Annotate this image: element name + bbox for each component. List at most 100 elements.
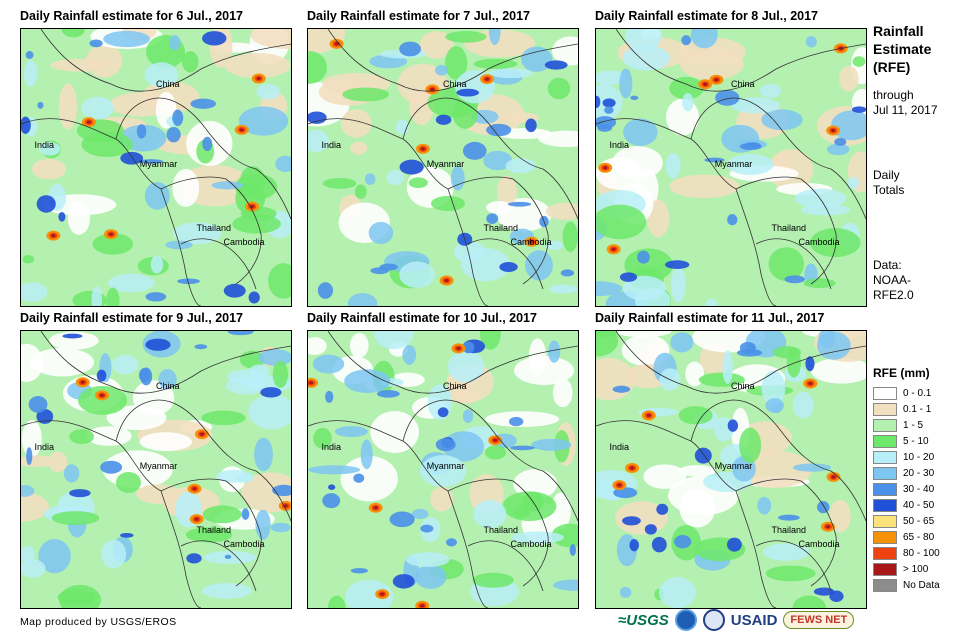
rfe-legend: RFE (mm) 0 - 0.1 0.1 - 1 1 - 5 5 - 10 10 - 2…: [873, 366, 940, 593]
legend-items: 0 - 0.1 0.1 - 1 1 - 5 5 - 10 10 - 20 20 - 30 3…: [873, 385, 940, 593]
legend-item: 40 - 50: [873, 497, 940, 513]
legend-item: 50 - 65: [873, 513, 940, 529]
map-label-china: China: [156, 78, 180, 89]
panel-title: Daily Rainfall estimate for 10 Jul., 201…: [307, 311, 537, 325]
legend-label: 50 - 65: [903, 515, 935, 527]
map-panel-1: Daily Rainfall estimate for 6 Jul., 2017…: [20, 6, 292, 307]
sidebar-title: Rainfall Estimate (RFE): [873, 22, 931, 76]
legend-item: 65 - 80: [873, 529, 940, 545]
noaa-logo: [674, 609, 697, 631]
map-label-cambodia: Cambodia: [798, 538, 840, 549]
legend-label: 30 - 40: [903, 483, 935, 495]
legend-item: 1 - 5: [873, 417, 940, 433]
rainfall-map: China India Myanmar Thailand Cambodia: [20, 330, 292, 609]
legend-item: 5 - 10: [873, 433, 940, 449]
rainfall-map: China India Myanmar Thailand Cambodia: [595, 28, 867, 307]
map-label-myanmar: Myanmar: [426, 159, 465, 170]
rainfall-field: [21, 331, 291, 608]
panel-title: Daily Rainfall estimate for 8 Jul., 2017: [595, 9, 819, 23]
rainfall-field: [308, 29, 578, 306]
map-label-india: India: [34, 139, 55, 150]
legend-swatch: [873, 530, 897, 544]
sidebar-title-line: Estimate: [873, 41, 932, 57]
rainfall-map: China India Myanmar Thailand Cambodia: [307, 330, 579, 609]
map-label-thailand: Thailand: [771, 222, 807, 233]
map-label-india: India: [609, 441, 630, 452]
map-panel-2: Daily Rainfall estimate for 7 Jul., 2017…: [307, 6, 579, 307]
map-label-china: China: [156, 380, 180, 391]
map-label-thailand: Thailand: [196, 524, 232, 535]
legend-item: 20 - 30: [873, 465, 940, 481]
legend-swatch: [873, 402, 897, 416]
map-label-india: India: [321, 441, 342, 452]
legend-swatch: [873, 578, 897, 592]
map-label-india: India: [34, 441, 55, 452]
usaid-logo: USAID: [730, 611, 778, 629]
map-panel-5: Daily Rainfall estimate for 10 Jul., 201…: [307, 308, 579, 609]
legend-label: 65 - 80: [903, 531, 935, 543]
panel-title: Daily Rainfall estimate for 9 Jul., 2017: [20, 311, 244, 325]
map-label-thailand: Thailand: [196, 222, 232, 233]
map-label-myanmar: Myanmar: [714, 461, 753, 472]
legend-item: 80 - 100: [873, 545, 940, 561]
legend-label: 20 - 30: [903, 467, 935, 479]
map-label-thailand: Thailand: [771, 524, 807, 535]
legend-item: No Data: [873, 577, 940, 593]
data-label: Data:: [873, 258, 902, 272]
legend-swatch: [873, 450, 897, 464]
map-label-cambodia: Cambodia: [223, 538, 265, 549]
rainfall-field: [21, 29, 291, 306]
date-label: Jul 11, 2017: [873, 103, 938, 117]
map-label-china: China: [443, 380, 467, 391]
data-source: Data: NOAA- RFE2.0: [873, 258, 914, 303]
map-panel-6: Daily Rainfall estimate for 11 Jul., 201…: [595, 308, 867, 609]
legend-swatch: [873, 482, 897, 496]
rainfall-map: China India Myanmar Thailand Cambodia: [20, 28, 292, 307]
legend-label: 0 - 0.1: [903, 387, 932, 399]
panel-title: Daily Rainfall estimate for 7 Jul., 2017: [307, 9, 531, 23]
legend-item: 0 - 0.1: [873, 385, 940, 401]
daily-label: Daily: [873, 168, 900, 182]
rainfall-field: [596, 331, 866, 608]
map-label-china: China: [731, 78, 755, 89]
legend-swatch: [873, 386, 897, 400]
legend-label: 1 - 5: [903, 419, 924, 431]
legend-swatch: [873, 562, 897, 576]
map-label-cambodia: Cambodia: [510, 538, 552, 549]
daily-totals: Daily Totals: [873, 168, 904, 198]
map-credit: Map produced by USGS/EROS: [20, 616, 177, 628]
map-label-thailand: Thailand: [483, 222, 519, 233]
legend-item: 0.1 - 1: [873, 401, 940, 417]
map-label-myanmar: Myanmar: [426, 461, 465, 472]
fews-net-logo: FEWS NET: [783, 611, 855, 629]
legend-swatch: [873, 434, 897, 448]
rainfall-field: [596, 29, 866, 306]
logos: ≈USGS USAID FEWS NET: [618, 606, 855, 634]
map-label-thailand: Thailand: [483, 524, 519, 535]
rainfall-map: China India Myanmar Thailand Cambodia: [595, 330, 867, 609]
legend-label: 40 - 50: [903, 499, 935, 511]
legend-label: 80 - 100: [903, 547, 940, 559]
legend-swatch: [873, 546, 897, 560]
usgs-logo: ≈USGS: [618, 611, 669, 629]
map-label-myanmar: Myanmar: [714, 159, 753, 170]
map-label-myanmar: Myanmar: [139, 461, 178, 472]
panel-title: Daily Rainfall estimate for 11 Jul., 201…: [595, 311, 825, 325]
legend-label: 5 - 10: [903, 435, 929, 447]
map-label-china: China: [443, 78, 467, 89]
legend-swatch: [873, 466, 897, 480]
map-panel-3: Daily Rainfall estimate for 8 Jul., 2017…: [595, 6, 867, 307]
map-label-china: China: [731, 380, 755, 391]
map-label-myanmar: Myanmar: [139, 159, 178, 170]
sidebar-title-line: Rainfall: [873, 23, 924, 39]
legend-swatch: [873, 514, 897, 528]
map-label-cambodia: Cambodia: [510, 236, 552, 247]
through-label: through: [873, 88, 914, 102]
rainfall-map: China India Myanmar Thailand Cambodia: [307, 28, 579, 307]
map-label-india: India: [609, 139, 630, 150]
legend-swatch: [873, 418, 897, 432]
legend-label: No Data: [903, 579, 940, 591]
legend-item: > 100: [873, 561, 940, 577]
map-label-india: India: [321, 139, 342, 150]
legend-label: > 100: [903, 563, 929, 575]
